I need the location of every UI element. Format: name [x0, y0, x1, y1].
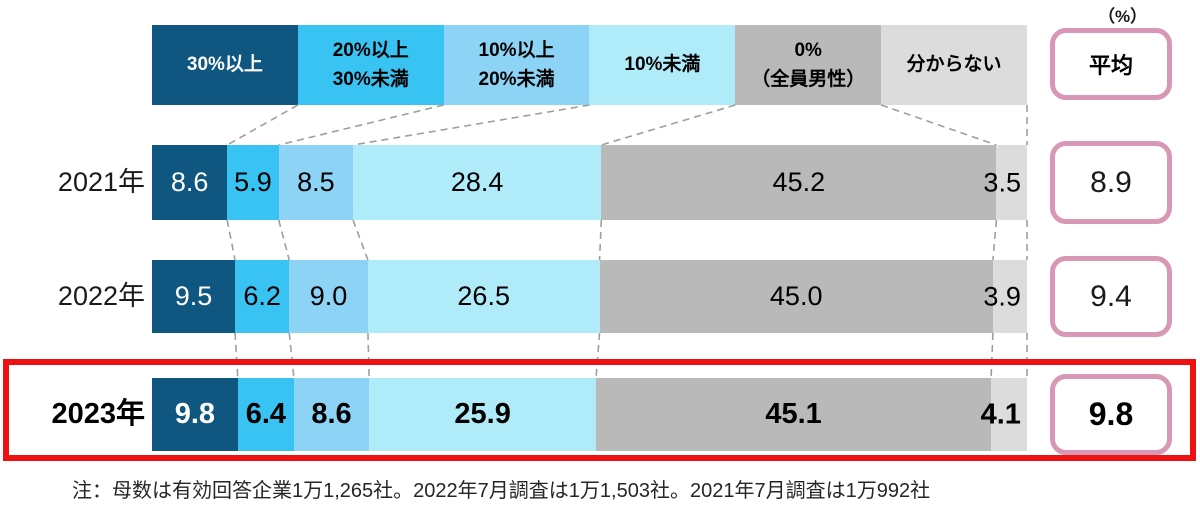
- bar-segment: 3.9: [983, 260, 1027, 333]
- connector-line: [278, 104, 444, 146]
- segment-value-label: 8.5: [297, 167, 335, 197]
- legend-cell-label: 0%: [794, 39, 822, 61]
- legend-cell: 10%以上 20%未満: [443, 25, 590, 105]
- connector-line: [352, 104, 590, 146]
- segment-value-label: 9.8: [174, 398, 216, 430]
- segment-value-label: 45.0: [769, 281, 823, 311]
- year-label: 2022年: [57, 281, 145, 311]
- bar-segment: 8.6: [293, 378, 370, 451]
- bar-segment: 8.6: [152, 145, 228, 220]
- connector-line: [277, 219, 291, 261]
- segment-value-label: 8.6: [170, 167, 209, 197]
- legend-cell: 30%以上: [152, 25, 298, 105]
- legend-cell: 分からない: [881, 25, 1027, 105]
- stacked-bar-row: 9.8 6.4 8.6 25.9 45.1 4.1: [152, 378, 1027, 451]
- legend-cell-label: （全員男性）: [751, 69, 866, 90]
- average-header-label: 平均: [1088, 53, 1133, 78]
- bar-segment: 9.8: [152, 378, 238, 451]
- bar-segment: 28.4: [353, 145, 602, 220]
- segment-value-label: 3.9: [983, 281, 1021, 311]
- connector-line: [288, 332, 295, 379]
- legend-cell-label: 20%以上: [332, 39, 409, 61]
- legend-cell-label: 分からない: [906, 54, 1002, 76]
- average-value: 9.8: [1088, 396, 1134, 432]
- legend-cell: 10%未満: [589, 25, 736, 105]
- connector-line: [226, 104, 299, 146]
- bar-segment: 25.9: [369, 378, 597, 451]
- segment-value-label: 25.9: [454, 398, 511, 430]
- bar-segment: 45.0: [599, 260, 993, 333]
- bar-segment: 6.4: [237, 378, 294, 451]
- legend-cell: 20%以上 30%未満: [297, 25, 444, 105]
- bar-segment: 45.2: [601, 145, 997, 220]
- connector-line: [990, 332, 994, 379]
- average-value: 8.9: [1090, 165, 1132, 199]
- legend-cell-label: 10%未満: [624, 54, 701, 76]
- bar-segment: 6.2: [235, 260, 290, 333]
- legend-cell-label: 30%以上: [186, 54, 263, 76]
- legend-cell-label: 20%未満: [478, 69, 555, 90]
- unit-label: （%）: [1098, 7, 1148, 26]
- segment-value-label: 45.1: [765, 398, 822, 430]
- average-value: 9.4: [1090, 279, 1132, 313]
- average-box: 9.8: [1050, 374, 1172, 455]
- segment-value-label: 9.0: [309, 281, 348, 311]
- average-header-box: 平均: [1050, 28, 1172, 100]
- segment-value-label: 9.5: [174, 281, 213, 311]
- segment-value-label: 26.5: [457, 281, 510, 311]
- connector-line: [352, 219, 369, 261]
- segment-value-label: 28.4: [450, 167, 504, 197]
- connector-line: [992, 219, 998, 261]
- segment-value-label: 6.2: [243, 281, 281, 311]
- segment-value-label: 8.6: [311, 398, 352, 430]
- year-label: 2023年: [51, 398, 145, 430]
- connector-line: [226, 219, 236, 261]
- stacked-bar-row: 9.5 6.2 9.0 26.5 45.0 3.9: [152, 260, 1027, 333]
- connector-line: [234, 332, 239, 379]
- bar-segment: 9.0: [289, 260, 368, 333]
- year-label: 2021年: [57, 167, 145, 197]
- legend-cell-label: 30%未満: [332, 69, 409, 90]
- connector-line: [880, 104, 997, 146]
- segment-value-label: 4.1: [980, 398, 1021, 430]
- connector-line: [595, 332, 601, 379]
- footnote: 注：母数は有効回答企業1万1,265社。2022年7月調査は1万1,503社。2…: [72, 480, 931, 502]
- connector-line: [601, 104, 736, 146]
- bar-segment: 3.5: [983, 145, 1027, 220]
- bar-segment: 45.1: [596, 378, 992, 451]
- legend-cell: 0% （全員男性）: [735, 25, 882, 105]
- stacked-bar-row: 8.6 5.9 8.5 28.4 45.2 3.5: [152, 145, 1027, 220]
- average-box: 9.4: [1050, 256, 1172, 337]
- legend-cell-label: 10%以上: [478, 39, 555, 61]
- segment-value-label: 45.2: [772, 167, 826, 197]
- bar-segment: 26.5: [367, 260, 600, 333]
- bar-segment: 9.5: [152, 260, 236, 333]
- connector-line: [598, 219, 603, 261]
- bar-segment: 8.5: [278, 145, 354, 220]
- connector-line: [367, 332, 371, 379]
- segment-value-label: 5.9: [234, 167, 272, 197]
- average-box: 8.9: [1050, 141, 1172, 224]
- legend-header: 30%以上 20%以上 30%未満 10%以上 20%未満 10%未満 0% （全員男性） 分か…: [152, 25, 1027, 105]
- bar-segment: 5.9: [227, 145, 279, 220]
- segment-value-label: 3.5: [983, 167, 1021, 197]
- segment-value-label: 6.4: [245, 398, 287, 430]
- bar-segment: 4.1: [981, 378, 1027, 451]
